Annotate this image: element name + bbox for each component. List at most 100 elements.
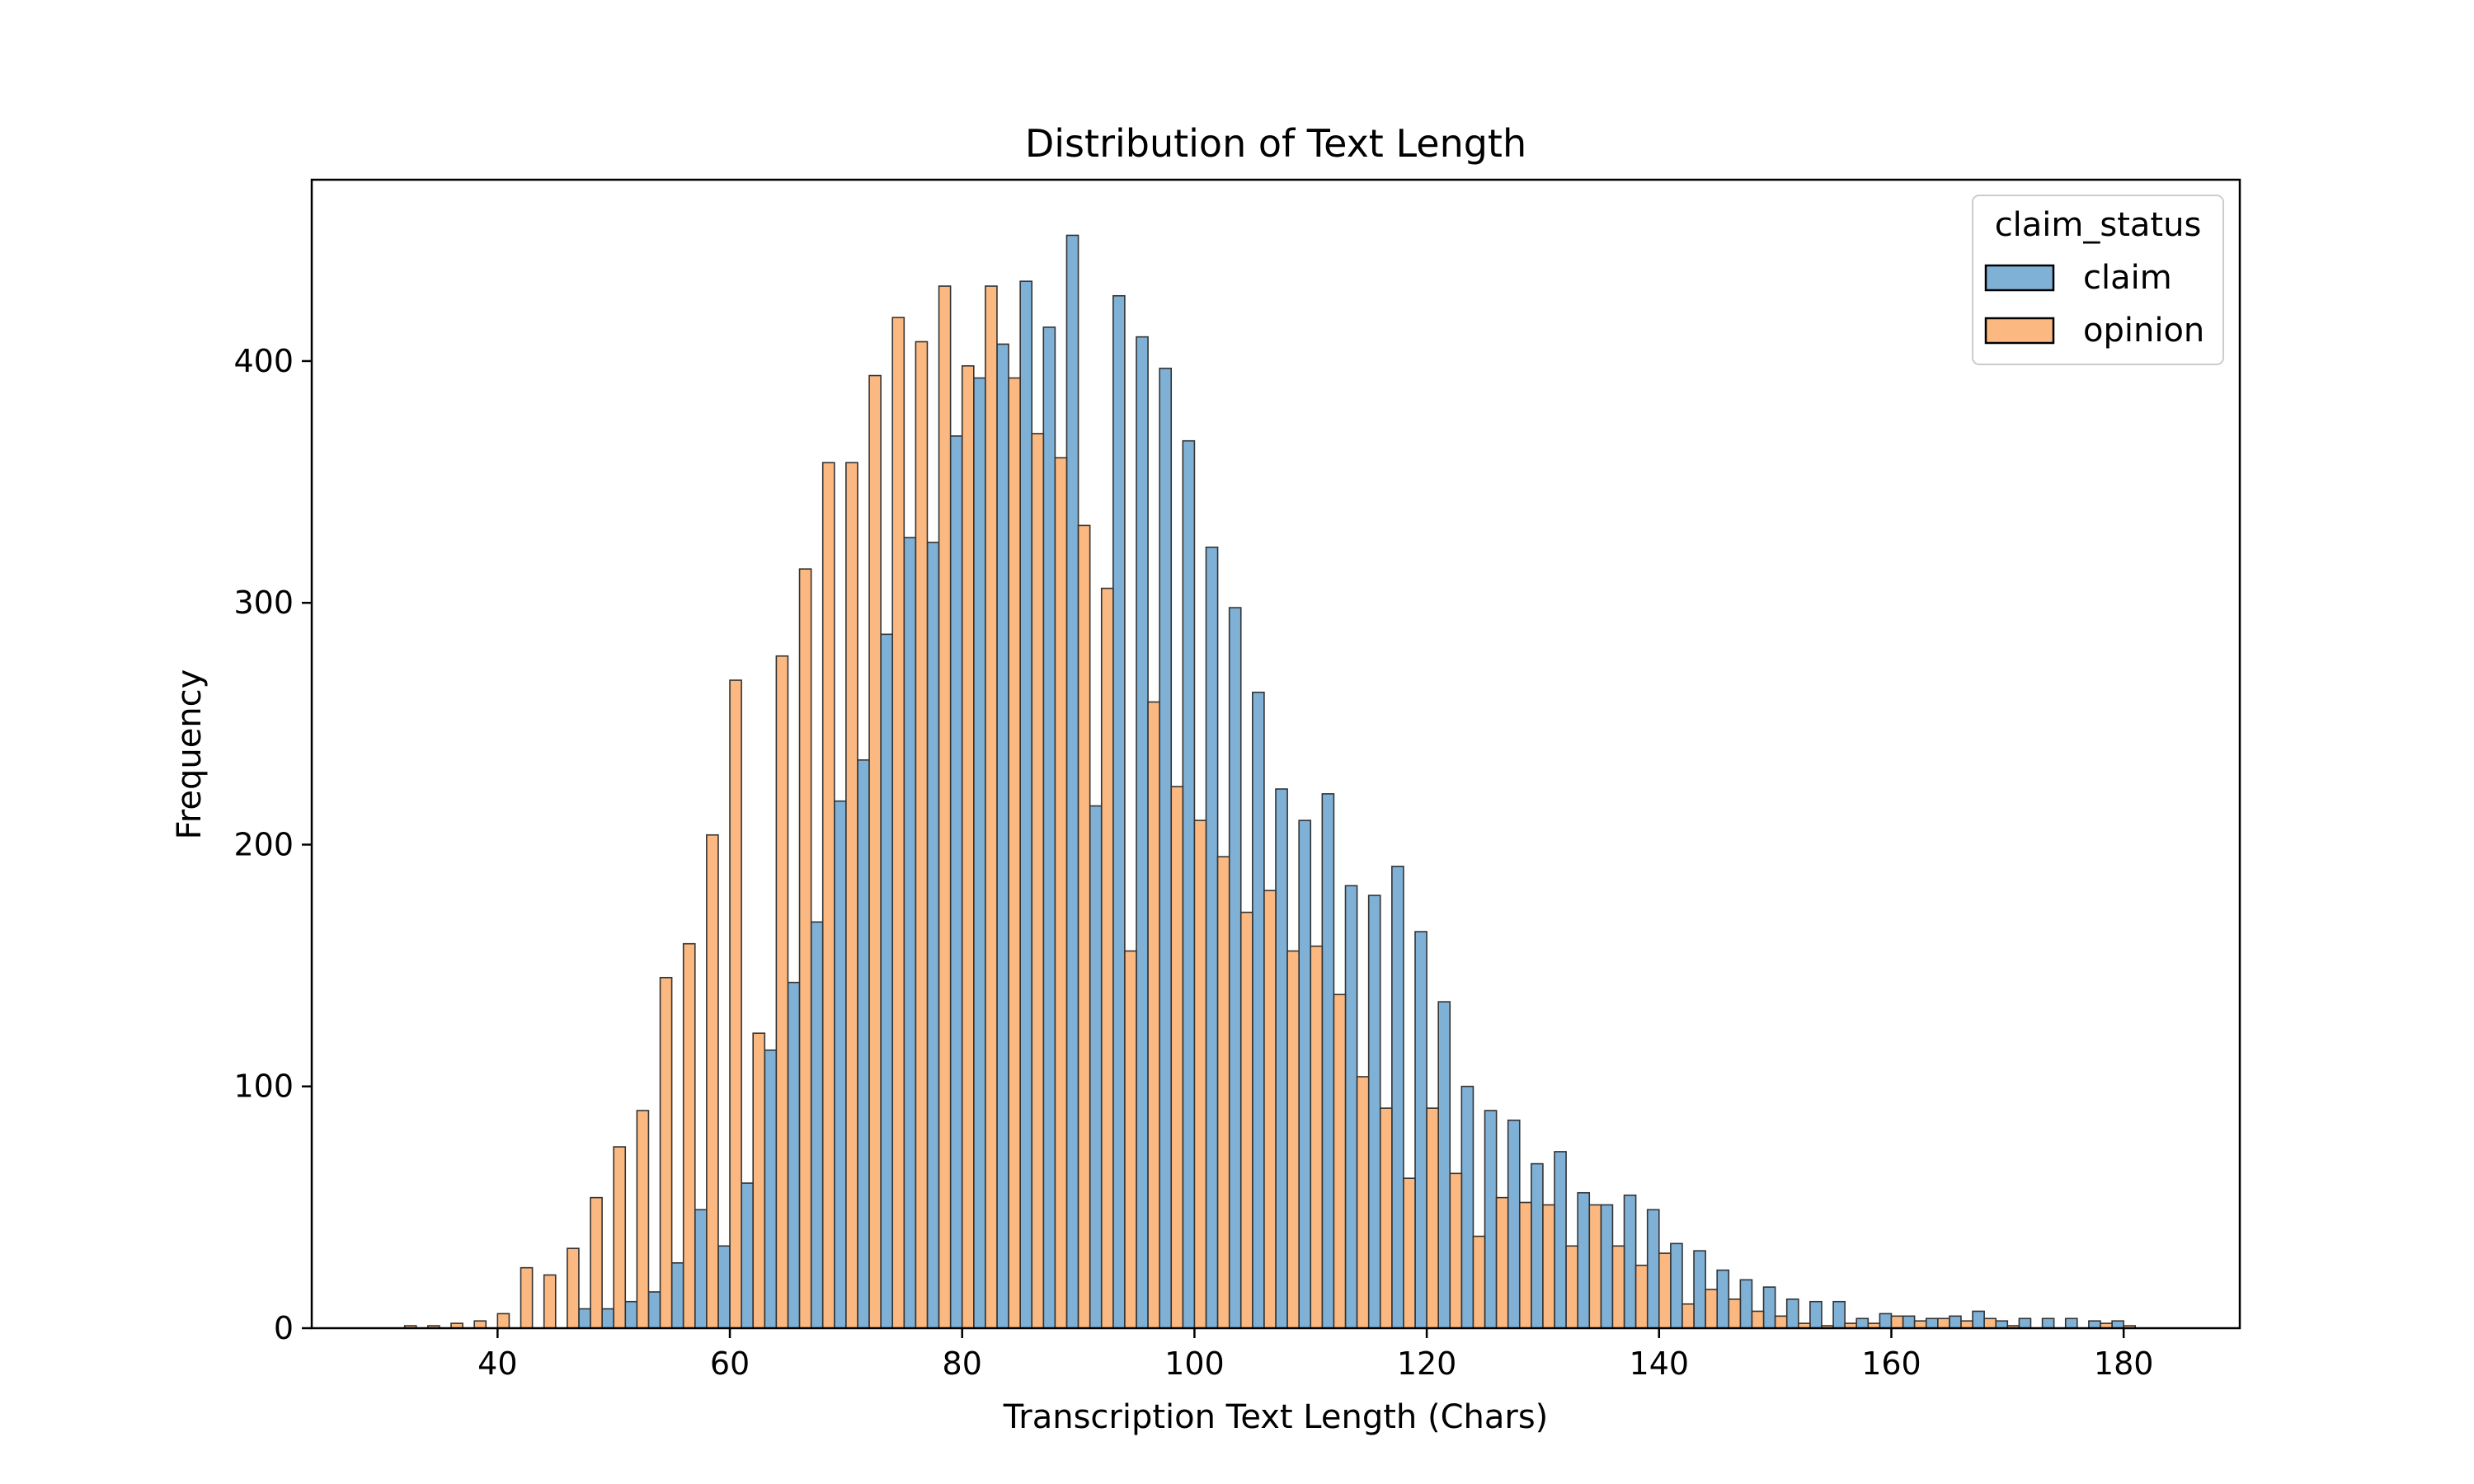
bar-claim	[647, 1291, 661, 1329]
bar-claim	[1065, 234, 1079, 1329]
bar-opinion	[1705, 1289, 1719, 1329]
bar-opinion	[1310, 945, 1324, 1329]
bar-opinion	[520, 1266, 534, 1329]
bar-opinion	[775, 655, 789, 1329]
bar-opinion	[891, 317, 905, 1329]
bar-opinion	[1170, 786, 1184, 1329]
bar-claim	[1600, 1204, 1614, 1329]
bar-claim	[1437, 1001, 1451, 1329]
bar-claim	[880, 633, 894, 1329]
bar-opinion	[1890, 1315, 1904, 1329]
bar-opinion	[706, 834, 719, 1329]
bar-opinion	[496, 1313, 510, 1329]
bar-claim	[1785, 1298, 1799, 1329]
bar-opinion	[1216, 856, 1230, 1329]
bar-claim	[996, 343, 1009, 1329]
x-tick-label: 180	[2094, 1345, 2154, 1382]
y-tick-label: 200	[233, 826, 294, 862]
bar-claim	[1089, 805, 1103, 1329]
bar-claim	[1414, 931, 1427, 1329]
bar-claim	[1995, 1320, 2009, 1329]
bar-opinion	[729, 679, 742, 1329]
y-axis-label: Frequency	[171, 669, 209, 840]
bar-claim	[2018, 1317, 2032, 1329]
bar-claim	[694, 1209, 708, 1329]
x-axis-label: Transcription Text Length (Chars)	[1003, 1398, 1549, 1436]
bar-claim	[717, 1245, 731, 1329]
bar-opinion	[1588, 1204, 1602, 1329]
x-tick-label: 120	[1397, 1345, 1457, 1382]
plot-frame	[310, 178, 2241, 1330]
bar-opinion	[1426, 1107, 1439, 1329]
bar-opinion	[1960, 1320, 1973, 1329]
bar-claim	[857, 759, 870, 1329]
bar-opinion	[1611, 1245, 1625, 1329]
bar-opinion	[1983, 1317, 1997, 1329]
bar-opinion	[1263, 890, 1277, 1329]
y-tick-label: 0	[274, 1310, 294, 1346]
bar-claim	[810, 921, 824, 1329]
bar-claim	[973, 377, 986, 1329]
bar-claim	[1252, 691, 1265, 1329]
bar-claim	[1205, 546, 1219, 1329]
bar-opinion	[567, 1247, 580, 1329]
bar-claim	[1042, 326, 1056, 1329]
bar-claim	[1762, 1286, 1776, 1329]
bar-claim	[926, 542, 940, 1329]
bar-claim	[1577, 1191, 1591, 1329]
bar-opinion	[543, 1274, 557, 1329]
bar-opinion	[659, 976, 673, 1329]
bar-claim	[833, 800, 847, 1329]
bar-claim	[1949, 1315, 1962, 1329]
bar-opinion	[473, 1320, 487, 1329]
bar-claim	[1484, 1110, 1498, 1329]
x-tick-label: 40	[477, 1345, 517, 1382]
bar-opinion	[1518, 1201, 1532, 1329]
x-axis-ticks: 40 60 80 100 120 140 160 180	[477, 1328, 2153, 1382]
bar-claim	[2088, 1320, 2101, 1329]
bar-claim	[624, 1300, 638, 1329]
bar-claim	[1670, 1242, 1683, 1329]
bar-opinion	[1658, 1252, 1672, 1329]
bar-claim	[1159, 367, 1173, 1329]
bar-claim	[1832, 1300, 1846, 1329]
bar-opinion	[1193, 819, 1207, 1329]
bar-claim	[2064, 1317, 2078, 1329]
x-tick-label: 140	[1630, 1345, 1690, 1382]
bar-opinion	[845, 462, 858, 1329]
bar-opinion	[1565, 1245, 1578, 1329]
x-tick-label: 80	[943, 1345, 982, 1382]
bar-claim	[764, 1049, 778, 1329]
bar-opinion	[1100, 587, 1114, 1329]
bar-opinion	[1356, 1076, 1370, 1329]
bar-claim	[670, 1262, 684, 1329]
bar-opinion	[1913, 1320, 1927, 1329]
chart-title: Distribution of Text Length	[1025, 121, 1526, 166]
bar-opinion	[1472, 1235, 1486, 1329]
bar-opinion	[915, 340, 929, 1329]
bar-opinion	[1379, 1107, 1393, 1329]
bar-opinion	[1054, 457, 1068, 1329]
legend-label-opinion: opinion	[2083, 312, 2204, 350]
legend: claim_status claim opinion	[1972, 195, 2224, 365]
legend-title: claim_status	[1995, 206, 2202, 244]
y-tick-label: 300	[233, 585, 294, 621]
bar-claim	[1228, 607, 1242, 1329]
y-tick-label: 100	[233, 1068, 294, 1105]
bar-claim	[2111, 1320, 2124, 1329]
bar-opinion	[1077, 524, 1091, 1329]
bar-claim	[1856, 1317, 1870, 1329]
bar-claim	[1925, 1317, 1939, 1329]
legend-label-claim: claim	[2083, 259, 2172, 297]
bar-opinion	[682, 942, 696, 1329]
bar-opinion	[1286, 950, 1300, 1329]
bar-claim	[1019, 280, 1033, 1329]
bar-claim	[578, 1308, 591, 1329]
bar-opinion	[961, 365, 975, 1329]
bar-opinion	[1239, 911, 1253, 1329]
bar-claim	[1809, 1300, 1823, 1329]
bar-opinion	[985, 285, 998, 1329]
bar-opinion	[1008, 377, 1021, 1329]
